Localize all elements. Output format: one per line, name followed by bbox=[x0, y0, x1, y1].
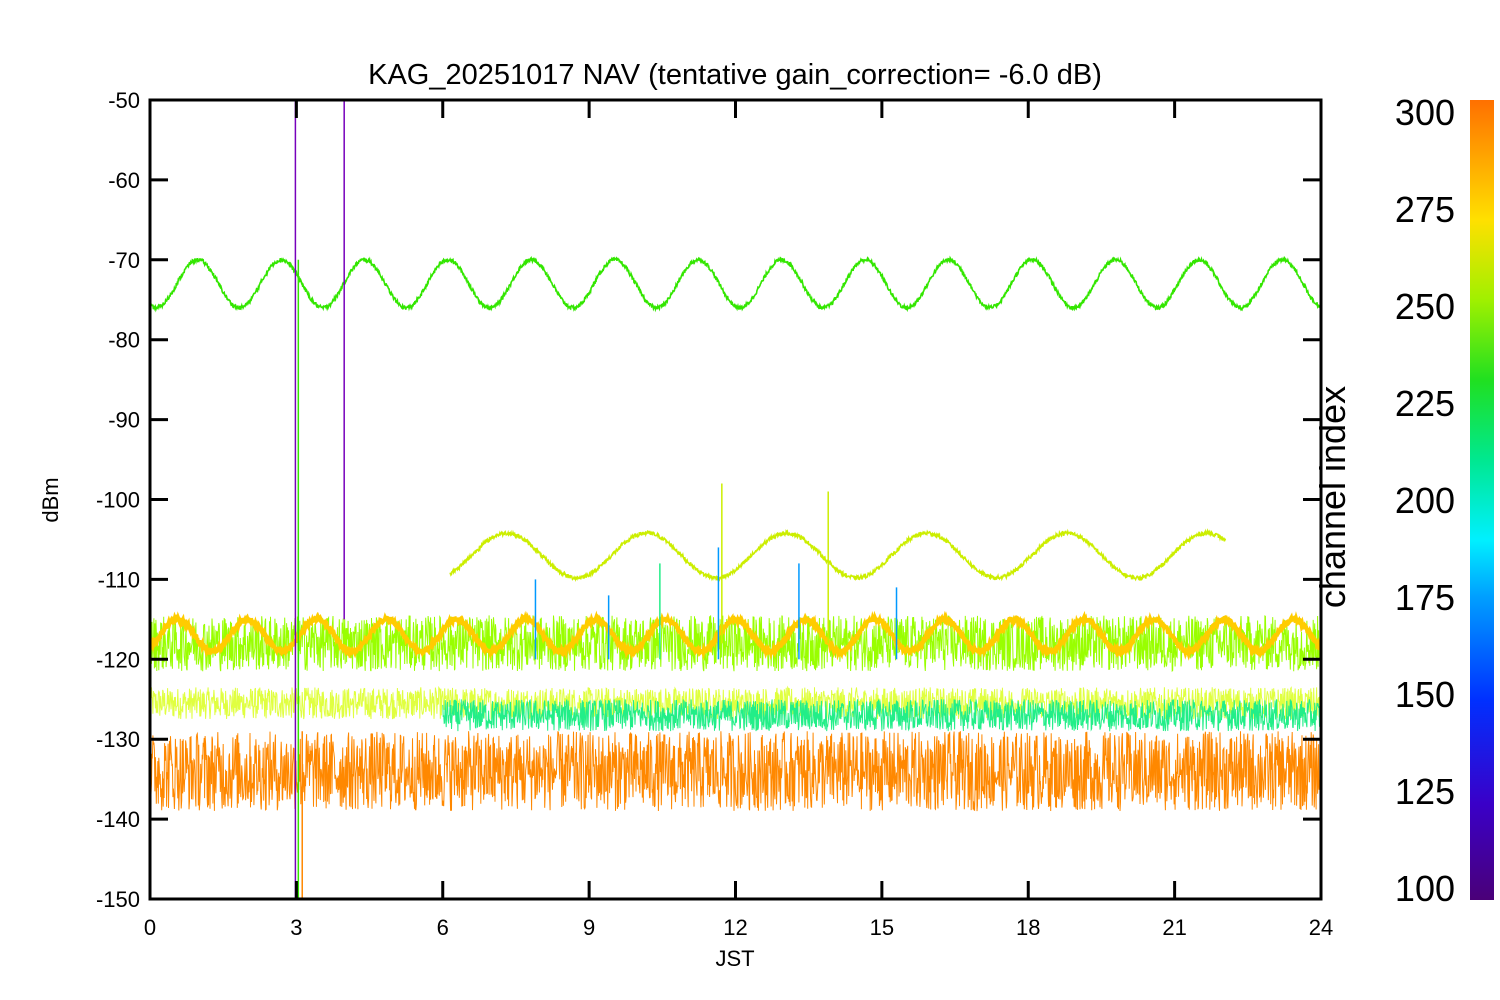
series-strong-sinusoid bbox=[151, 255, 1321, 313]
series-mixed-band bbox=[442, 698, 1321, 732]
series-low-sinusoid bbox=[151, 610, 1321, 661]
colorbar-tick-label-8: 300 bbox=[1395, 92, 1455, 133]
y-tick-label-1: -60 bbox=[108, 168, 140, 193]
y-tick-label-5: -100 bbox=[96, 488, 140, 513]
x-tick-label-8: 24 bbox=[1309, 915, 1333, 940]
plot-area bbox=[151, 100, 1321, 899]
colorbar-tick-label-5: 225 bbox=[1395, 383, 1455, 424]
colorbar-tick-label-4: 200 bbox=[1395, 480, 1455, 521]
y-tick-label-9: -140 bbox=[96, 807, 140, 832]
colorbar-tick-label-2: 150 bbox=[1395, 674, 1455, 715]
x-tick-label-1: 3 bbox=[290, 915, 302, 940]
colorbar-tick-labels: 100 125 150 175 200 225 250 275 300 bbox=[1395, 92, 1455, 909]
colorbar-tick-label-0: 100 bbox=[1395, 868, 1455, 909]
colorbar-tick-label-6: 250 bbox=[1395, 286, 1455, 327]
y-tick-label-7: -120 bbox=[96, 647, 140, 672]
y-tick-label-3: -80 bbox=[108, 328, 140, 353]
colorbar-tick-label-1: 125 bbox=[1395, 771, 1455, 812]
x-tick-label-3: 9 bbox=[583, 915, 595, 940]
x-tick-label-5: 15 bbox=[870, 915, 894, 940]
y-axis-tick-labels: -50 -60 -70 -80 -90 -100 -110 -120 -130 -140 -150 bbox=[96, 88, 140, 912]
axis-ticks bbox=[148, 98, 1323, 901]
colorbar-tick-label-7: 275 bbox=[1395, 189, 1455, 230]
series-noise-floor bbox=[151, 731, 1321, 812]
x-tick-label-2: 6 bbox=[437, 915, 449, 940]
y-tick-label-4: -90 bbox=[108, 408, 140, 433]
y-tick-label-10: -150 bbox=[96, 887, 140, 912]
x-tick-label-6: 18 bbox=[1016, 915, 1040, 940]
y-tick-label-0: -50 bbox=[108, 88, 140, 113]
colorbar-label: channel index bbox=[1312, 386, 1353, 608]
y-tick-label-6: -110 bbox=[98, 567, 140, 592]
chart-title: KAG_20251017 NAV (tentative gain_correct… bbox=[368, 59, 1102, 91]
x-tick-label-7: 21 bbox=[1162, 915, 1186, 940]
series-mid-sinusoid bbox=[449, 528, 1227, 582]
colorbar-tick-label-3: 175 bbox=[1395, 577, 1455, 618]
y-tick-label-8: -130 bbox=[96, 727, 140, 752]
x-tick-label-0: 0 bbox=[144, 915, 156, 940]
x-axis-label: JST bbox=[715, 946, 754, 971]
x-axis-tick-labels: 0 3 6 9 12 15 18 21 24 bbox=[144, 915, 1333, 940]
colorbar bbox=[1470, 100, 1494, 900]
x-tick-label-4: 12 bbox=[723, 915, 747, 940]
y-axis-label: dBm bbox=[38, 477, 63, 522]
y-tick-label-2: -70 bbox=[108, 248, 140, 273]
series-green-band bbox=[151, 615, 1321, 673]
